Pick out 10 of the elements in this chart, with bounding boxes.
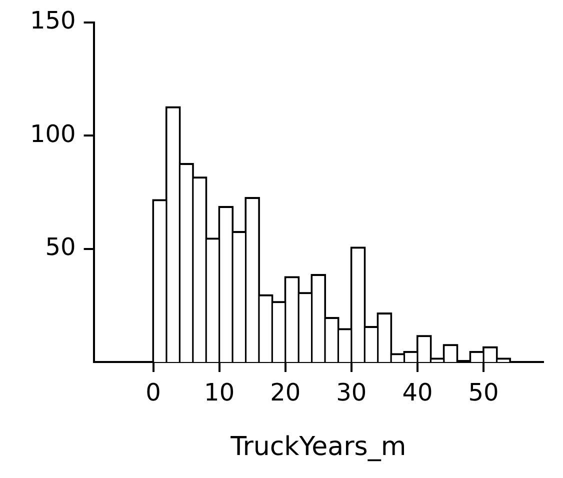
x-tick-label: 30 <box>336 378 367 407</box>
x-tick-label: 40 <box>402 378 433 407</box>
x-tick-label: 10 <box>204 378 235 407</box>
y-tick-label: 50 <box>45 233 76 262</box>
x-tick-label: 20 <box>270 378 301 407</box>
x-tick-label: 0 <box>146 378 161 407</box>
y-tick-label: 150 <box>30 6 76 35</box>
y-tick-label: 100 <box>30 120 76 148</box>
x-tick-label: 50 <box>468 378 499 407</box>
x-axis-title: TruckYears_m <box>230 432 406 462</box>
